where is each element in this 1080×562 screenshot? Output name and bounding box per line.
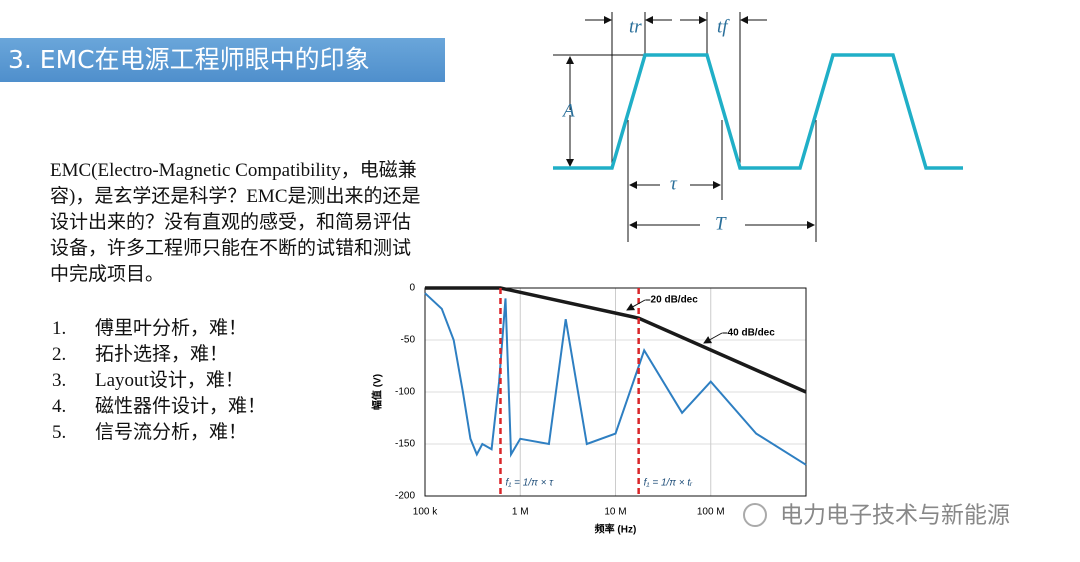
- list: 1. 傅里叶分析，难！ 2. 拓扑选择，难！ 3. Layout设计，难！ 4. 磁性器件设计…: [52, 316, 266, 446]
- x-axis-label: 频率 (Hz): [595, 523, 637, 536]
- list-item: 5. 信号流分析，难！: [52, 420, 266, 446]
- watermark: 电力电子技术与新能源: [780, 503, 1010, 529]
- annotation-arrow: [703, 332, 723, 344]
- list-number: 4.: [52, 396, 67, 417]
- y-tick-label: -50: [401, 335, 416, 346]
- marker-label: f₁ = 1/π × τ: [505, 478, 554, 489]
- rise-time-label: tr: [629, 16, 642, 37]
- annotation: –20 dB/dec: [645, 295, 698, 306]
- y-tick-label: -200: [395, 491, 415, 502]
- paragraph: EMC(Electro-Magnetic Compatibility，电磁兼容)…: [50, 160, 421, 285]
- marker-label: f₁ = 1/π × tᵣ: [644, 478, 694, 489]
- amplitude-label: A: [561, 100, 575, 121]
- list-text: 拓扑选择，难！: [95, 344, 229, 365]
- y-tick-label: -100: [395, 387, 415, 398]
- list-number: 3.: [52, 370, 67, 391]
- y-tick-label: 0: [409, 283, 415, 294]
- x-tick-label: 100 k: [413, 507, 438, 518]
- slide-title: 3. EMC在电源工程师眼中的印象: [0, 38, 445, 82]
- list-item: 1. 傅里叶分析，难！: [52, 316, 266, 342]
- x-tick-label: 10 M: [604, 507, 626, 518]
- list-text: 信号流分析，难！: [95, 422, 248, 443]
- annotation: –40 dB/dec: [722, 328, 775, 339]
- y-axis-label: 幅值 (V): [371, 374, 384, 410]
- waveform: tr tf A τ T: [553, 12, 963, 242]
- x-tick-label: 100 M: [697, 507, 725, 518]
- list-item: 3. Layout设计，难！: [52, 368, 266, 394]
- list-number: 1.: [52, 318, 67, 339]
- pulse-width-label: τ: [670, 173, 678, 194]
- list-number: 5.: [52, 422, 67, 443]
- fall-time-label: tf: [717, 16, 730, 37]
- list-text: 磁性器件设计，难！: [95, 396, 267, 417]
- list-item: 2. 拓扑选择，难！: [52, 342, 266, 368]
- list-text: 傅里叶分析，难！: [95, 318, 248, 339]
- y-tick-label: -150: [395, 439, 415, 450]
- annotation-arrow: [626, 299, 646, 311]
- list-text: Layout设计，难！: [95, 370, 244, 391]
- list-item: 4. 磁性器件设计，难！: [52, 394, 266, 420]
- wechat-icon: [743, 503, 767, 527]
- spectrum-line: [424, 292, 807, 466]
- spectrum-chart: 0 -50 -100 -150 -200 100 k 1 M 10 M 100 M 频率 (Hz)…: [371, 283, 807, 536]
- x-tick-label: 1 M: [512, 507, 529, 518]
- envelope-line: [425, 286, 807, 394]
- list-number: 2.: [52, 344, 67, 365]
- period-label: T: [715, 213, 727, 234]
